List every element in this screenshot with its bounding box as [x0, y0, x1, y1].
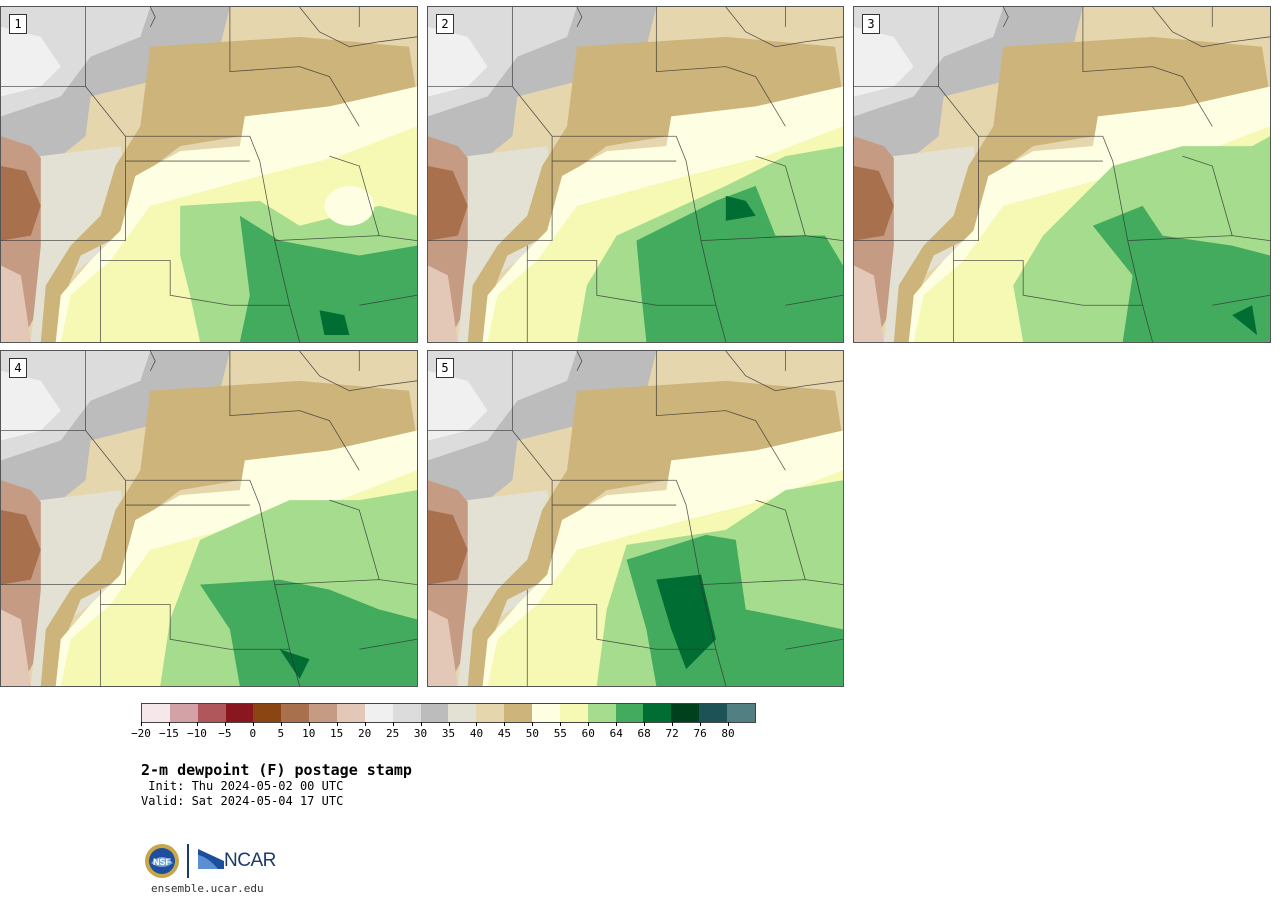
colorbar-tick-mark: [476, 722, 478, 726]
stamp-panel-4[interactable]: 4: [0, 350, 418, 687]
colorbar-tick-mark: [616, 722, 618, 726]
colorbar-tick-label: 72: [665, 727, 679, 740]
colorbar-segment: [225, 704, 254, 722]
colorbar-tick-label: 55: [553, 727, 567, 740]
colorbar-tick-label: 80: [721, 727, 735, 740]
colorbar-tick-label: 0: [249, 727, 257, 740]
colorbar-segment: [727, 704, 755, 722]
colorbar-tick-label: 45: [497, 727, 512, 740]
colorbar-tick-mark: [532, 722, 534, 726]
colorbar-tick-label: 20: [358, 727, 372, 740]
website-link[interactable]: ensemble.ucar.edu: [151, 882, 264, 895]
colorbar-segment: [587, 704, 616, 722]
colorbar: [141, 703, 756, 723]
colorbar-segment: [448, 704, 477, 722]
colorbar-tick-label: 40: [469, 727, 484, 740]
colorbar-segment: [504, 704, 533, 722]
colorbar-tick-mark: [280, 722, 282, 726]
colorbar-tick-label: 25: [385, 727, 400, 740]
stamp-panel-2[interactable]: 2: [427, 6, 844, 343]
dewpoint-map-2: [428, 7, 843, 342]
colorbar-segment: [281, 704, 310, 722]
colorbar-tick-mark: [141, 722, 142, 726]
colorbar-segment: [532, 704, 560, 722]
colorbar-segment: [643, 704, 672, 722]
colorbar-tick-mark: [392, 722, 394, 726]
colorbar-segment: [309, 704, 338, 722]
dewpoint-map-3: [854, 7, 1270, 342]
colorbar-tick-mark: [644, 722, 646, 726]
valid-time: Valid: Sat 2024-05-04 17 UTC: [141, 794, 344, 808]
colorbar-tick-mark: [672, 722, 674, 726]
colorbar-tick-mark: [168, 722, 170, 726]
colorbar-segment: [364, 704, 393, 722]
panel-number: 2: [436, 14, 454, 34]
stamp-panel-3[interactable]: 3: [853, 6, 1271, 343]
colorbar-segment: [476, 704, 505, 722]
colorbar-segment: [615, 704, 644, 722]
ncar-logo-text: NCAR: [224, 850, 276, 871]
init-time: Init: Thu 2024-05-02 00 UTC: [141, 779, 344, 793]
colorbar-tick-mark: [224, 722, 226, 726]
colorbar-tick-mark: [308, 722, 310, 726]
panel-number: 3: [862, 14, 880, 34]
colorbar-segment: [671, 704, 700, 722]
logo-area: NSF NCAR: [144, 842, 284, 882]
panel-number: 4: [9, 358, 27, 378]
colorbar-tick-label: 15: [330, 727, 344, 740]
logo-divider: [187, 844, 189, 878]
colorbar-tick-mark: [700, 722, 702, 726]
colorbar-segment: [559, 704, 588, 722]
colorbar-tick-label: 5: [277, 727, 285, 740]
nsf-logo-icon: NSF: [145, 844, 179, 878]
colorbar-tick-mark: [448, 722, 450, 726]
colorbar-tick-mark: [196, 722, 198, 726]
ncar-logo-icon: [198, 849, 224, 869]
colorbar-tick-label: 50: [525, 727, 539, 740]
figure-title: 2-m dewpoint (F) postage stamp: [141, 761, 412, 779]
colorbar-tick-label: −15: [159, 727, 179, 740]
colorbar-tick-label: 30: [413, 727, 428, 740]
colorbar-segment: [420, 704, 449, 722]
colorbar-tick-label: 10: [302, 727, 316, 740]
colorbar-tick-label: −20: [131, 727, 151, 740]
colorbar-segment: [699, 704, 728, 722]
colorbar-segment: [142, 704, 170, 722]
stamp-panel-1[interactable]: 1: [0, 6, 418, 343]
colorbar-segment: [197, 704, 226, 722]
stamp-panel-5[interactable]: 5: [427, 350, 844, 687]
colorbar-segment: [392, 704, 421, 722]
colorbar-tick-mark: [588, 722, 590, 726]
colorbar-segment: [169, 704, 198, 722]
panel-number: 5: [436, 358, 454, 378]
colorbar-tick-label: 64: [609, 727, 623, 740]
colorbar-segment: [253, 704, 282, 722]
dewpoint-map-1: [1, 7, 417, 342]
nsf-seal-text: NSF: [153, 857, 172, 867]
colorbar-tick-mark: [336, 722, 338, 726]
colorbar-tick-mark: [728, 722, 730, 726]
colorbar-tick-label: 76: [693, 727, 707, 740]
colorbar-tick-label: −5: [218, 727, 232, 740]
colorbar-segment: [337, 704, 365, 722]
colorbar-tick-label: 60: [581, 727, 595, 740]
colorbar-tick-mark: [420, 722, 422, 726]
dewpoint-map-4: [1, 351, 417, 686]
panel-number: 1: [9, 14, 27, 34]
colorbar-tick-label: −10: [186, 727, 207, 740]
colorbar-tick-mark: [560, 722, 562, 726]
colorbar-tick-label: 68: [637, 727, 651, 740]
colorbar-tick-mark: [504, 722, 506, 726]
colorbar-ticks: −20 −15 −10 −5 0 5 10 15 20 25 30 35 40 45 50 55 60 64 68 7…: [131, 722, 756, 741]
colorbar-tick-label: 35: [441, 727, 456, 740]
colorbar-tick-mark: [364, 722, 366, 726]
dewpoint-map-5: [428, 351, 843, 686]
colorbar-tick-mark: [252, 722, 254, 726]
